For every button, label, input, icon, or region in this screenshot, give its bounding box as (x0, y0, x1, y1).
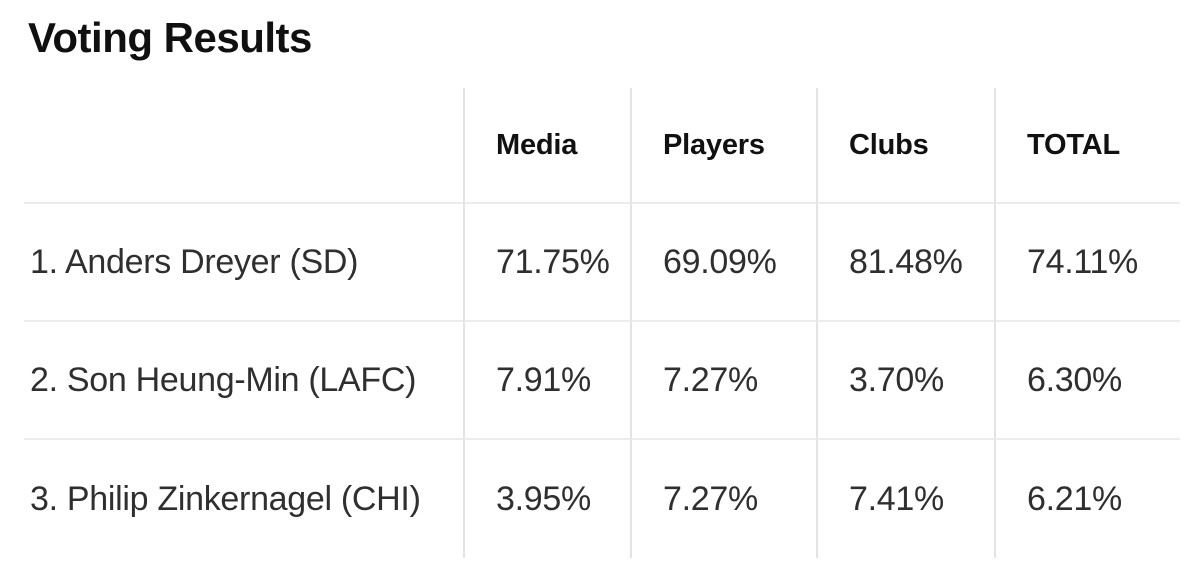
media-value-cell: 7.91% (463, 322, 630, 441)
player-name-cell: 3. Philip Zinkernagel (CHI) (30, 479, 421, 518)
player-name-cell: 2. Son Heung-Min (LAFC) (24, 322, 463, 441)
page-title: Voting Results (28, 14, 312, 61)
column-header-players: Players (630, 88, 816, 205)
players-value-cell: 7.27% (630, 440, 816, 559)
column-header-total: TOTAL (994, 88, 1180, 205)
total-value-cell: 6.30% (994, 322, 1180, 441)
player-name-cell: 1. Anders Dreyer (SD) (24, 204, 463, 323)
media-value-cell: 3.95% (463, 440, 630, 559)
clubs-value-cell: 81.48% (816, 204, 994, 323)
voting-results-table: Media Players Clubs TOTAL 1. Anders Drey… (24, 88, 1180, 559)
column-header-media: Media (463, 88, 630, 205)
total-value-cell: 74.11% (994, 204, 1180, 323)
players-value-cell: 69.09% (630, 204, 816, 323)
column-header-clubs: Clubs (816, 88, 994, 205)
total-value-cell: 6.21% (994, 440, 1180, 559)
column-header-empty (24, 88, 463, 205)
clubs-value-cell: 7.41% (816, 440, 994, 559)
clubs-value-cell: 3.70% (816, 322, 994, 441)
players-value-cell: 7.27% (630, 322, 816, 441)
media-value-cell: 71.75% (463, 204, 630, 323)
